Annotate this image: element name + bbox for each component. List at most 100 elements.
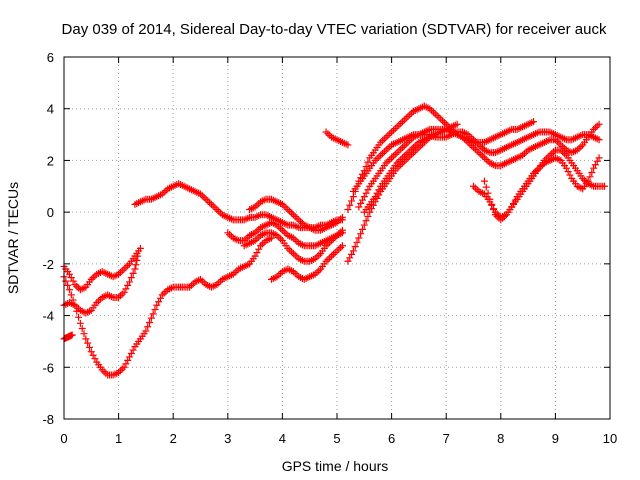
y-axis-label: SDTVAR / TECUs [5,182,21,294]
data-point [404,149,412,157]
data-point [260,230,268,238]
data-series-4 [60,234,275,379]
data-point [380,135,388,143]
data-point [151,306,159,314]
data-point [80,330,88,338]
data-point [127,349,135,357]
data-point [593,122,601,130]
data-point [408,145,416,153]
data-point [397,119,405,127]
data-point [253,249,261,257]
data-point [389,152,397,160]
data-point [266,235,274,243]
data-points [60,102,609,379]
data-point [357,200,365,208]
data-point [338,242,346,250]
data-point [364,186,372,194]
data-series-5 [131,180,346,232]
data-point [207,200,215,208]
data-point [293,223,301,231]
data-point [67,274,75,282]
data-point [362,189,370,197]
data-point [289,250,297,258]
data-point [120,265,128,273]
data-point [346,201,354,209]
data-point [64,281,72,289]
data-point [382,146,390,154]
data-point [511,196,519,204]
data-point [402,114,410,122]
data-point [149,310,157,318]
data-point [89,274,97,282]
data-point [533,166,541,174]
data-point [215,207,223,215]
data-point [75,313,83,321]
y-tick-label: -6 [42,360,54,375]
data-point [373,155,381,163]
data-point [384,131,392,139]
data-point [62,277,70,285]
data-point [298,241,306,249]
data-point [406,111,414,119]
data-point [595,120,603,128]
data-point [581,176,589,184]
data-series-10 [322,128,352,149]
data-point [411,142,419,150]
data-series-7 [240,226,346,265]
data-point [388,128,396,136]
x-tick-label: 2 [170,431,177,446]
data-point [209,282,217,290]
data-point [555,156,563,164]
data-point [129,346,137,354]
data-point [286,207,294,215]
data-point [106,292,113,300]
data-point [400,116,408,124]
data-point [124,262,132,270]
data-point [437,115,445,123]
data-point [557,146,565,154]
data-point [480,177,488,185]
data-point [124,281,132,289]
data-point [348,250,356,258]
data-point [65,286,73,294]
data-point [324,256,332,264]
data-point [591,161,599,169]
data-point [120,363,128,371]
data-point [213,206,221,214]
data-point [588,168,596,176]
data-point [95,297,103,305]
x-tick-label: 5 [333,431,340,446]
data-point [429,108,437,116]
y-tick-label: -2 [42,257,54,272]
data-point [379,150,386,158]
data-point [353,238,361,246]
data-point [131,265,139,273]
data-point [100,368,108,376]
data-point [488,200,496,208]
data-point [156,294,164,302]
data-point [595,154,603,162]
data-point [85,343,93,351]
data-point [122,263,130,271]
data-point [399,144,407,151]
data-point [358,196,366,204]
data-point [127,274,135,282]
data-point [588,181,596,189]
data-point [102,369,110,377]
data-point [244,214,252,222]
data-point [364,158,372,166]
data-point [255,212,263,220]
data-point [133,256,141,264]
data-point [84,308,92,316]
data-series-17 [480,154,603,224]
data-point [351,243,359,251]
data-point [146,318,154,326]
data-series-15 [360,131,439,216]
data-point [601,182,609,190]
x-tick-label: 10 [603,431,617,446]
data-point [315,267,323,275]
data-point [277,235,285,243]
data-point [409,144,417,151]
data-point [255,245,263,253]
data-point [362,217,370,225]
